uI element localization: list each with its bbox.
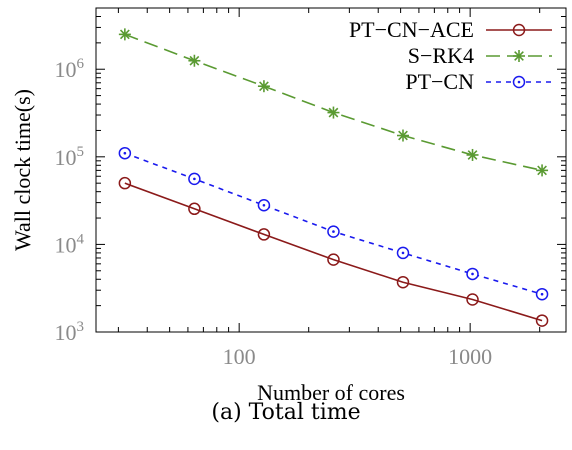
- series-2-point-4: [396, 246, 410, 260]
- series-2-point-2: [257, 198, 271, 212]
- series-line-1: [124, 33, 543, 172]
- series-1-point-2: [257, 80, 270, 93]
- series-line-0: [124, 182, 543, 322]
- series-1-point-1: [188, 54, 201, 67]
- series-0-point-1: [188, 202, 201, 216]
- y-tick-labels: 103 104 105 106: [55, 56, 85, 345]
- x-tick-label-0: 100: [223, 344, 256, 369]
- series-line-2: [124, 152, 543, 295]
- x-tick-labels: 100 1000: [223, 344, 492, 369]
- series-0-point-0: [118, 176, 132, 190]
- series-0-point-3: [327, 253, 340, 266]
- y-tick-label-0: 103: [55, 319, 85, 345]
- series-0: [118, 176, 549, 327]
- legend-item-2: PT−CN: [405, 69, 552, 94]
- series-2-point-0: [118, 146, 132, 160]
- series-2-point-6: [535, 287, 549, 301]
- axis-ticks: [96, 7, 566, 333]
- x-tick-label-1: 1000: [448, 344, 492, 369]
- series-layer: [118, 28, 549, 327]
- series-0-point-5: [466, 293, 479, 306]
- y-tick-label-3: 106: [55, 56, 85, 82]
- legend-marker-2: [512, 75, 526, 89]
- legend-marker-0: [512, 23, 526, 37]
- legend-label-2: PT−CN: [405, 69, 474, 94]
- legend-item-1: S−RK4: [408, 43, 552, 68]
- series-2-point-3: [327, 225, 340, 238]
- chart: 100 1000 103 104 105 106 Number of cores Wal…: [10, 7, 567, 400]
- legend-label-1: S−RK4: [408, 43, 474, 68]
- series-2-point-1: [188, 172, 201, 186]
- legend-item-0: PT−CN−ACE: [349, 17, 552, 42]
- y-tick-label-2: 105: [55, 144, 85, 170]
- series-2-point-5: [466, 267, 479, 281]
- legend-label-0: PT−CN−ACE: [349, 17, 474, 42]
- series-1-point-4: [396, 129, 409, 142]
- series-0-point-2: [257, 228, 271, 241]
- legend-marker-1: [513, 50, 525, 62]
- x-axis-title: Number of cores: [257, 380, 405, 400]
- series-1-point-5: [466, 148, 479, 161]
- series-1-point-0: [118, 28, 131, 41]
- series-1-point-6: [536, 164, 549, 177]
- series-1-point-3: [327, 106, 340, 119]
- series-2: [118, 146, 549, 301]
- y-axis-title: Wall clock time(s): [10, 89, 35, 251]
- series-1: [118, 28, 549, 177]
- series-0-point-4: [396, 275, 410, 289]
- figure-caption: (a) Total time: [211, 400, 361, 425]
- y-tick-label-1: 104: [55, 231, 85, 257]
- series-0-point-6: [535, 314, 549, 327]
